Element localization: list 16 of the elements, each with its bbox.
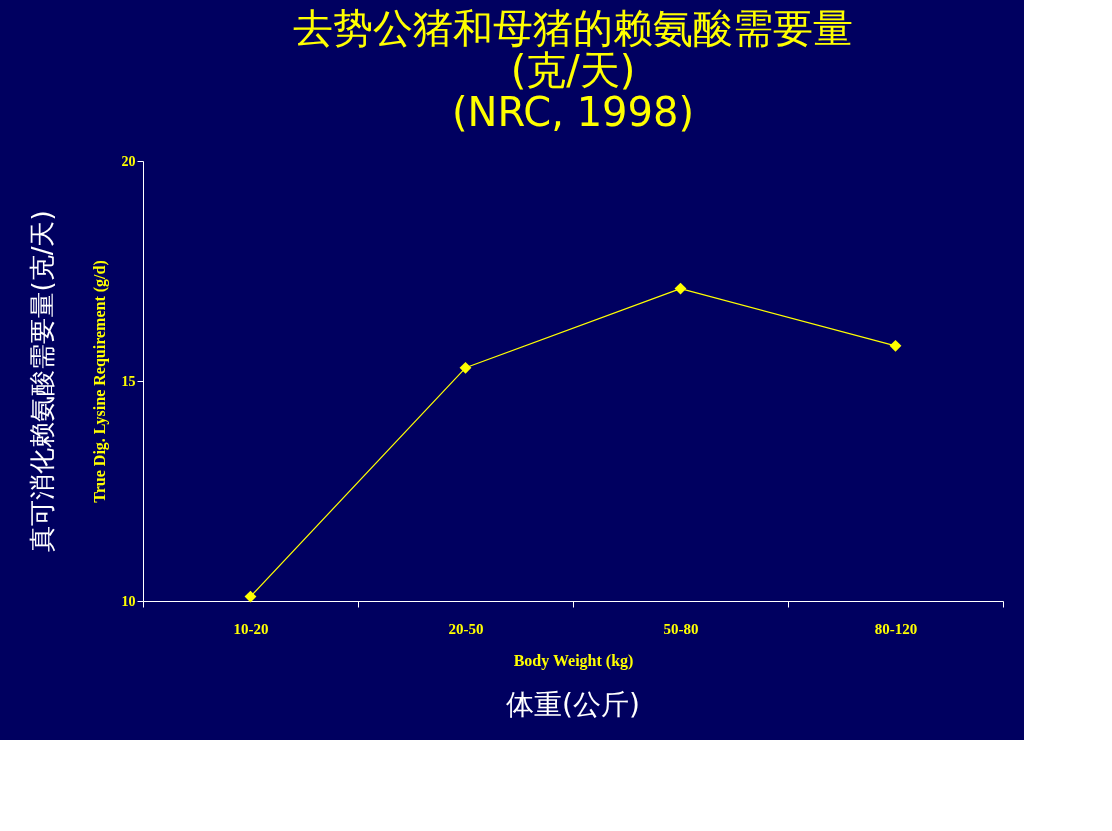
x-tick-label: 10-20 — [233, 620, 269, 637]
point — [244, 590, 257, 603]
text: 真可消化赖氨酸需要量(克/天) — [27, 210, 57, 552]
y-axis-title: True Dig. Lysine Requirement (g/d) — [90, 260, 109, 503]
y-tick-label: 15 — [121, 373, 136, 389]
x-tick-label: 20-50 — [448, 620, 484, 637]
point — [674, 282, 687, 295]
text: 体重(公斤) — [506, 688, 640, 721]
y-tick-label: 20 — [121, 153, 136, 169]
point — [459, 361, 472, 374]
x-axis-title: Body Weight (kg) — [513, 651, 634, 670]
x-tick-label: 80-120 — [874, 620, 918, 637]
x-tick-label: 50-80 — [663, 620, 699, 637]
chart-title: 去势公猪和母猪的赖氨酸需要量 (克/天) (NRC, 1998) — [293, 5, 853, 135]
y-tick-label: 10 — [121, 593, 136, 609]
point — [889, 339, 902, 352]
